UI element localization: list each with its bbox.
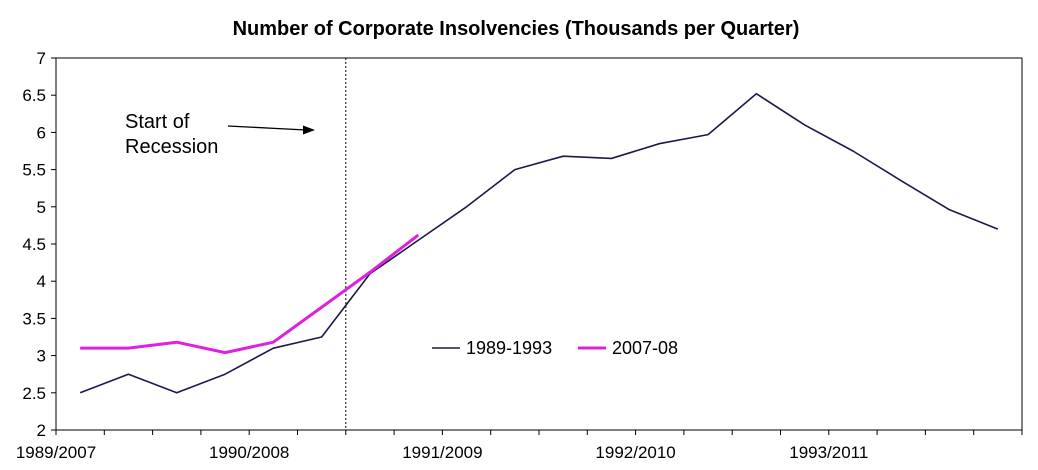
y-tick-label: 6.5	[22, 86, 46, 105]
y-tick-label: 4.5	[22, 235, 46, 254]
y-tick-label: 4	[37, 272, 46, 291]
y-tick-label: 2.5	[22, 384, 46, 403]
recession-annotation: Start of Recession	[125, 111, 315, 158]
annotation-arrow-shaft	[227, 125, 307, 131]
y-tick-label: 3	[37, 347, 46, 366]
y-tick-label: 5	[37, 198, 46, 217]
legend: 1989-1993 2007-08	[423, 332, 697, 362]
annotation-arrow-head	[303, 125, 315, 135]
y-tick-label: 6	[37, 123, 46, 142]
legend-label-1989-1993: 1989-1993	[466, 338, 552, 358]
y-ticks: 2 2.5 3 3.5 4 4.5 5 5.5 6 6.5 7	[22, 49, 56, 440]
y-tick-label: 5.5	[22, 161, 46, 180]
legend-box	[423, 332, 697, 362]
y-tick-label: 7	[37, 49, 46, 68]
series-line-1989-1993	[79, 92, 999, 394]
y-tick-label: 3.5	[22, 309, 46, 328]
series-line-2007-08	[80, 233, 420, 355]
x-tick-label: 1993/2011	[789, 443, 868, 462]
x-tick-label: 1989/2007	[16, 443, 96, 462]
x-tick-label: 1990/2008	[209, 443, 289, 462]
x-tick-label: 1991/2009	[402, 443, 482, 462]
x-ticks: 1989/2007 1990/2008 1991/2009 1992/2010 1993…	[16, 430, 1023, 462]
annotation-line-2: Recession	[125, 136, 218, 158]
legend-label-2007-08: 2007-08	[612, 338, 678, 358]
annotation-line-1: Start of	[125, 111, 190, 133]
plot-area: 2 2.5 3 3.5 4 4.5 5 5.5 6 6.5 7 1989/2007 1990/2008…	[16, 49, 1023, 462]
chart-title: Number of Corporate Insolvencies (Thousa…	[233, 18, 800, 40]
y-tick-label: 2	[37, 421, 46, 440]
x-tick-label: 1992/2010	[595, 443, 675, 462]
series-group	[79, 92, 999, 394]
